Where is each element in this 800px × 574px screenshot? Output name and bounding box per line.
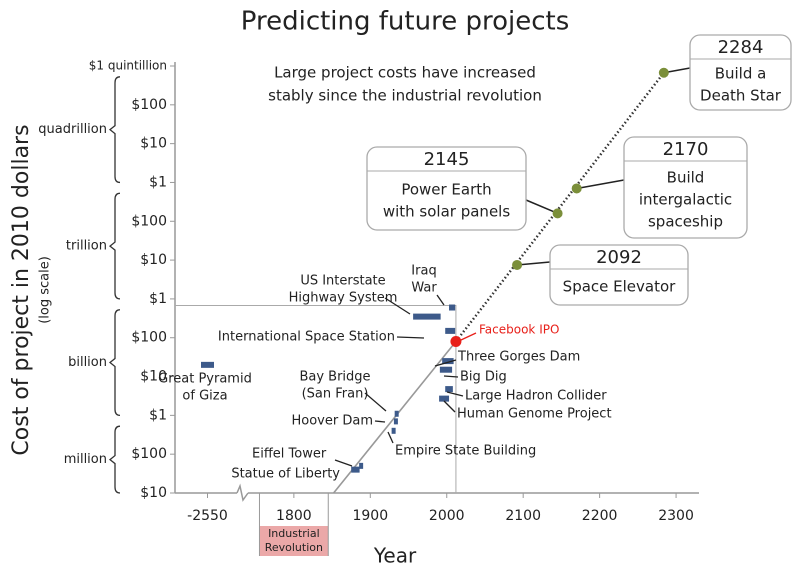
- leader-line: [443, 375, 459, 378]
- y-tick-label: $10: [140, 136, 167, 152]
- leader-line: [446, 391, 464, 397]
- y-group-brace: [108, 425, 121, 494]
- prediction-year: 2145: [424, 149, 470, 170]
- y-group-label: quadrillion: [38, 122, 107, 137]
- y-group-label: million: [64, 452, 107, 467]
- y-group-brace: [108, 76, 121, 184]
- project-label: International Space Station: [218, 330, 395, 345]
- project-bar: [445, 386, 453, 393]
- x-tick-label: 1900: [352, 508, 388, 524]
- prediction-year: 2092: [596, 247, 642, 268]
- prediction-dot: [552, 208, 563, 219]
- project-bar: [442, 358, 454, 365]
- leader-line: [374, 420, 386, 423]
- leader-line: [384, 297, 411, 315]
- prediction-label: Space Elevator: [563, 278, 676, 296]
- project-bar: [201, 361, 214, 368]
- project-label: Hoover Dam: [292, 414, 374, 429]
- project-bar: [393, 418, 398, 425]
- chart-title: Predicting future projects: [241, 7, 570, 37]
- leader-line: [525, 199, 558, 215]
- milestone-label: Facebook IPO: [479, 323, 559, 337]
- project-label: Bay Bridge (San Fran): [299, 369, 370, 401]
- prediction-label: Power Earth with solar panels: [383, 180, 510, 220]
- project-bar: [359, 462, 364, 469]
- project-bar: [439, 366, 453, 373]
- y-tick-label: $10: [140, 369, 167, 385]
- x-tick-label: -2550: [187, 508, 228, 524]
- project-label: Empire State Building: [395, 444, 536, 459]
- y-tick-label: $100: [131, 213, 167, 229]
- project-bar: [449, 304, 456, 311]
- project-label: Statue of Liberty: [231, 467, 340, 482]
- project-label: Three Gorges Dam: [457, 350, 580, 365]
- projection-line: [454, 71, 665, 343]
- prediction-year: 2170: [663, 139, 709, 160]
- y-group-brace: [108, 309, 121, 417]
- x-tick-label: 2100: [505, 508, 541, 524]
- y-tick-label: $10: [140, 485, 167, 501]
- prediction-dot: [658, 67, 669, 78]
- project-label: Large Hadron Collider: [465, 389, 607, 404]
- leader-line: [517, 261, 551, 266]
- project-label: Human Genome Project: [457, 407, 612, 422]
- project-bar: [394, 410, 399, 417]
- prediction-dot: [571, 183, 582, 194]
- prediction-dot: [512, 259, 523, 270]
- prediction-label: Build a Death Star: [700, 64, 782, 104]
- project-bar: [445, 327, 456, 334]
- prediction-box: [623, 136, 748, 239]
- prediction-box: [366, 146, 527, 231]
- leader-line: [434, 359, 457, 367]
- y-group-brace: [108, 192, 121, 300]
- leader-line: [436, 294, 445, 306]
- project-label: Eiffel Tower: [252, 447, 327, 462]
- y-tick-label: $1 quintillion: [89, 59, 167, 73]
- x-tick-label: 2000: [429, 508, 465, 524]
- project-label: US Interstate Highway System: [289, 273, 398, 305]
- prediction-box: [689, 34, 792, 111]
- y-tick-label: $100: [131, 97, 167, 113]
- subtitle: Large project costs have increased stably…: [268, 63, 542, 104]
- leader-line: [396, 336, 425, 339]
- x-tick-label: 2300: [658, 508, 694, 524]
- y-tick-label: $100: [131, 446, 167, 462]
- y-tick-label: $1: [149, 407, 167, 423]
- project-label: Iraq War: [411, 263, 437, 295]
- project-bar: [351, 466, 360, 473]
- leader-line: [364, 392, 387, 412]
- reference-line: [175, 305, 457, 493]
- leader-line: [576, 179, 625, 190]
- project-bar: [439, 395, 450, 402]
- y-group-label: trillion: [66, 239, 107, 254]
- period-label: Industrial Revolution: [265, 527, 323, 554]
- project-bar: [413, 313, 441, 320]
- axis-break: [236, 483, 249, 502]
- x-axis-label: Year: [373, 544, 417, 568]
- prediction-year: 2284: [718, 37, 764, 58]
- project-label: Big Dig: [460, 370, 507, 385]
- project-bar: [391, 427, 396, 434]
- leader-line: [459, 332, 477, 342]
- project-label: Great Pyramid of Giza: [158, 371, 252, 403]
- prediction-box: [549, 244, 689, 306]
- leader-line: [334, 459, 353, 467]
- y-tick-label: $100: [131, 330, 167, 346]
- x-tick-label: 2200: [582, 508, 618, 524]
- y-tick-label: $1: [149, 291, 167, 307]
- y-axis-note: (log scale): [38, 256, 53, 324]
- leader-line: [443, 400, 456, 413]
- y-group-label: billion: [68, 355, 107, 370]
- leader-line: [387, 431, 394, 444]
- prediction-label: Build intergalactic spaceship: [639, 168, 732, 230]
- y-tick-label: $1: [149, 174, 167, 190]
- y-axis-label: Cost of project in 2010 dollars: [9, 124, 34, 455]
- x-tick-label: 1800: [276, 508, 312, 524]
- period-box: [259, 526, 329, 556]
- milestone-dot: [450, 335, 462, 347]
- y-tick-label: $10: [140, 252, 167, 268]
